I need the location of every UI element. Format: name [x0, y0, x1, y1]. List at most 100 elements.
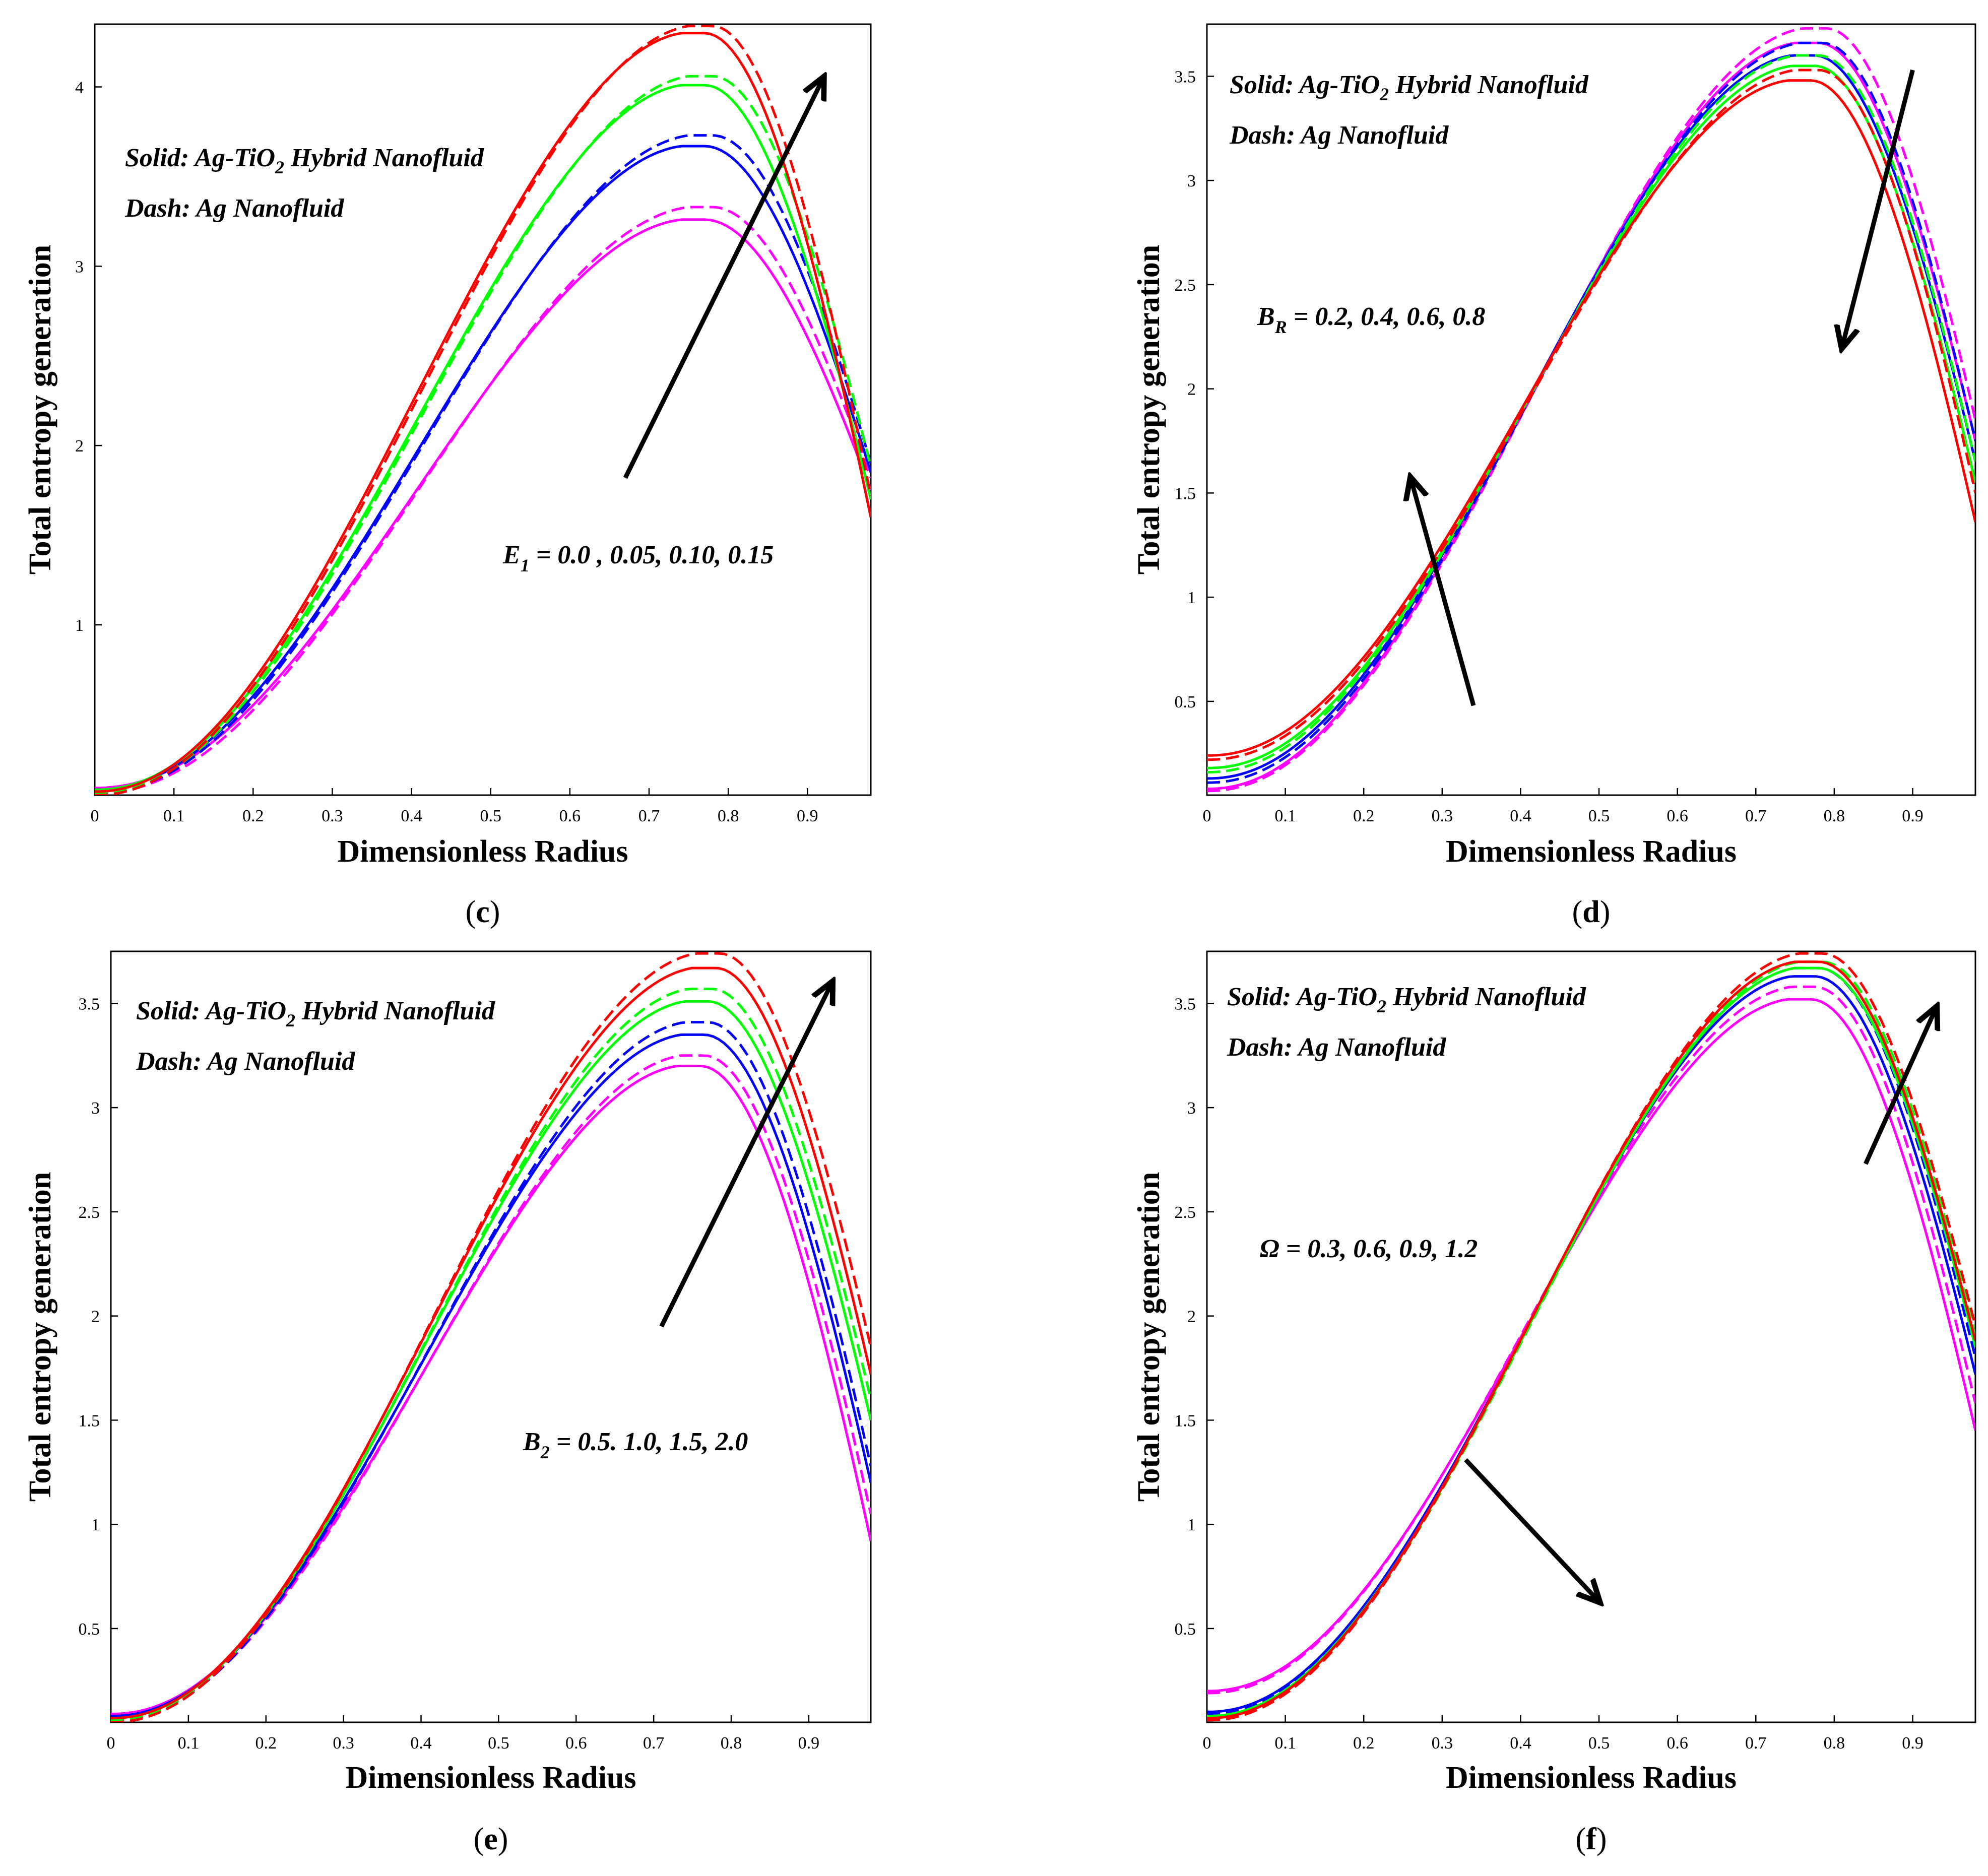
x-tick-label: 0.2	[1353, 807, 1375, 825]
parameter-symbol: B	[523, 1428, 541, 1456]
series-group	[111, 952, 871, 1722]
series-line-dash-3	[111, 1021, 871, 1722]
panel-letter: c	[476, 895, 490, 929]
trend-arrow	[659, 983, 832, 1328]
y-tick-label: 2	[1187, 380, 1196, 399]
legend-solid-text: Solid: Ag-TiO2 Hybrid Nanofluid	[125, 144, 484, 177]
series-line-dash-7	[95, 25, 871, 795]
legend-solid-rest: Hybrid Nanofluid	[295, 997, 495, 1025]
parameter-label: E1 = 0.0 , 0.05, 0.10, 0.15	[502, 541, 774, 575]
legend-dash-text: Dash: Ag Nanofluid	[1229, 121, 1449, 150]
x-tick-label: 0.4	[410, 1734, 432, 1753]
legend-solid-text: Solid: Ag-TiO2 Hybrid Nanofluid	[136, 997, 495, 1030]
parameter-values: = 0.3, 0.6, 0.9, 1.2	[1279, 1235, 1478, 1263]
parameter-symbol: Ω	[1260, 1235, 1279, 1263]
x-tick-label: 0.5	[488, 1734, 509, 1753]
y-tick-label: 3.5	[79, 995, 100, 1013]
parameter-subscript: 2	[540, 1442, 550, 1462]
legend-dash-text: Dash: Ag Nanofluid	[124, 194, 344, 223]
x-tick-label: 0.1	[163, 807, 185, 825]
series-line-dash-1	[1207, 985, 1975, 1695]
parameter-label: B2 = 0.5. 1.0, 1.5, 2.0	[523, 1428, 748, 1462]
x-tick-label: 0	[1203, 1734, 1211, 1753]
series-line-solid-4	[1207, 64, 1975, 769]
parameter-symbol: E	[502, 541, 521, 569]
y-tick-label: 1.5	[1175, 1411, 1196, 1430]
x-tick-label: 0.8	[721, 1734, 742, 1753]
y-tick-label: 3.5	[1175, 68, 1196, 86]
legend-solid-sub: 2	[1377, 996, 1386, 1016]
plot-frame	[110, 950, 872, 1723]
x-tick-label: 0.2	[242, 807, 264, 825]
legend-solid-text: Solid: Ag-TiO2 Hybrid Nanofluid	[1227, 983, 1586, 1016]
parameter-subscript: R	[1274, 317, 1287, 337]
parameter-values: = 0.5. 1.0, 1.5, 2.0	[550, 1428, 748, 1456]
series-line-solid-0	[111, 1064, 871, 1715]
x-tick-label: 0.7	[1745, 807, 1767, 825]
series-line-dash-5	[95, 75, 871, 795]
y-tick-label: 1.5	[79, 1411, 100, 1430]
legend-solid-text: Solid: Ag-TiO2 Hybrid Nanofluid	[1230, 71, 1589, 104]
series-line-solid-6	[111, 966, 871, 1720]
panel-paren-open: (	[1572, 895, 1583, 929]
x-tick-label: 0.8	[1824, 1734, 1845, 1753]
x-tick-label: 0.4	[1510, 807, 1531, 825]
parameter-label: BR = 0.2, 0.4, 0.6, 0.8	[1257, 302, 1485, 337]
x-tick-label: 0.7	[643, 1734, 665, 1753]
y-tick-label: 1	[1187, 1516, 1196, 1534]
x-axis-label: Dimensionless Radius	[337, 834, 628, 869]
x-tick-label: 0.4	[1510, 1734, 1531, 1753]
parameter-symbol: B	[1257, 302, 1275, 331]
series-line-dash-7	[1207, 69, 1975, 761]
panel-paren-open: (	[1576, 1822, 1586, 1856]
y-tick-label: 3.5	[1175, 995, 1196, 1013]
trend-arrow	[1411, 478, 1476, 706]
parameter-values: = 0.2, 0.4, 0.6, 0.8	[1287, 302, 1486, 331]
chart-panel-c: 0 0.1 0.2 0.3 0.4 0.5 0.6 0.7 0.8 0.9 1 2 3 4 Dimensio…	[23, 23, 872, 929]
x-tick-label: 0.3	[333, 1734, 354, 1753]
y-tick-label: 0.5	[1175, 693, 1196, 711]
plot-frame	[1206, 950, 1976, 1723]
trend-arrow	[1464, 1458, 1599, 1601]
panel-label: (c)	[466, 895, 500, 929]
x-tick-label: 0.7	[638, 807, 660, 825]
x-tick-label: 0.5	[1588, 1734, 1610, 1753]
panel-paren-open: (	[474, 1822, 484, 1856]
y-tick-label: 2.5	[1175, 1203, 1196, 1222]
x-tick-label: 0.4	[401, 807, 422, 825]
y-tick-label: 0.5	[79, 1620, 100, 1639]
x-axis-label: Dimensionless Radius	[1446, 1761, 1737, 1795]
y-tick-label: 1	[75, 616, 84, 635]
series-line-dash-3	[1207, 966, 1975, 1715]
x-tick-label: 0.1	[178, 1734, 200, 1753]
x-tick-label: 0.9	[798, 1734, 820, 1753]
plot-frame	[94, 23, 872, 796]
series-line-solid-6	[1207, 960, 1975, 1720]
y-axis-label: Total entropy generation	[1132, 1172, 1166, 1502]
x-tick-label: 0.6	[565, 1734, 587, 1753]
y-tick-label: 0.5	[1175, 1620, 1196, 1639]
panel-paren-close: )	[498, 1822, 508, 1856]
y-tick-label: 1	[91, 1516, 100, 1534]
y-tick-label: 1.5	[1175, 484, 1196, 503]
y-tick-label: 1	[1187, 589, 1196, 607]
parameter-label: Ω = 0.3, 0.6, 0.9, 1.2	[1260, 1235, 1478, 1263]
legend-solid-rest: Hybrid Nanofluid	[1386, 983, 1586, 1011]
legend-dash-text: Dash: Ag Nanofluid	[136, 1047, 355, 1076]
y-tick-label: 2	[1187, 1308, 1196, 1326]
x-tick-label: 0.2	[1353, 1734, 1375, 1753]
x-tick-label: 0.8	[718, 807, 739, 825]
series-line-dash-5	[111, 987, 871, 1722]
x-tick-label: 0.3	[322, 807, 343, 825]
panel-letter: d	[1582, 895, 1599, 929]
panel-paren-close: )	[1596, 1822, 1607, 1856]
x-tick-label: 0.3	[1432, 807, 1453, 825]
x-tick-label: 0	[107, 1734, 115, 1753]
x-tick-label: 0.6	[1666, 807, 1688, 825]
trend-arrow	[1842, 69, 1915, 347]
series-line-dash-5	[1207, 54, 1975, 773]
legend-solid-label: Solid: Ag-TiO	[136, 997, 286, 1025]
legend-solid-sub: 2	[286, 1010, 295, 1030]
x-tick-label: 0	[1203, 807, 1211, 825]
y-tick-label: 2.5	[79, 1203, 100, 1222]
